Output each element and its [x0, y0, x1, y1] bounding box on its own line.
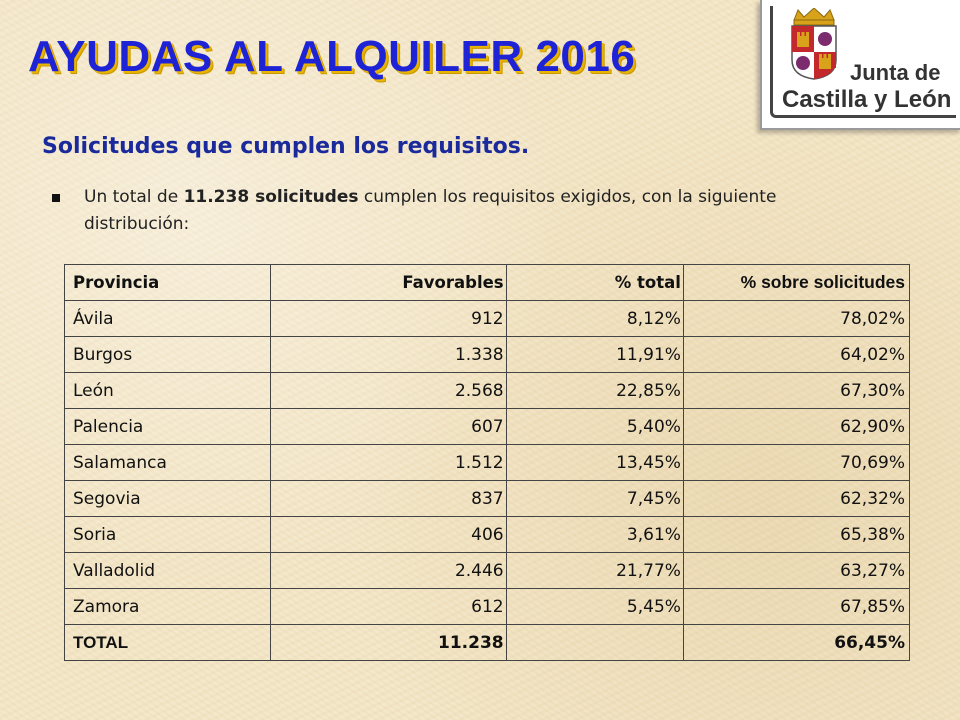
cell-pct-solicitudes: 65,38%: [682, 516, 911, 553]
cell-pct-solicitudes: 62,32%: [682, 480, 911, 517]
cell-provincia: Segovia: [64, 480, 271, 517]
cell-provincia: Valladolid: [64, 552, 271, 589]
cell-pct-total: 13,45%: [505, 444, 684, 481]
bullet-text: Un total de 11.238 solicitudes cumplen l…: [84, 184, 872, 238]
cell-pct-solicitudes: 78,02%: [682, 300, 911, 337]
cell-provincia: Ávila: [64, 300, 271, 337]
table-row: Burgos 1.338 11,91% 64,02%: [64, 336, 911, 373]
square-bullet-icon: [52, 194, 60, 202]
cell-pct-solicitudes: 67,85%: [682, 588, 911, 625]
table-header-row: Provincia Favorables % total % sobre sol…: [64, 264, 911, 301]
cell-pct-total: 5,40%: [505, 408, 684, 445]
table-row: Valladolid 2.446 21,77% 63,27%: [64, 552, 911, 589]
cell-pct-solicitudes: 64,02%: [682, 336, 911, 373]
table-row: Zamora 612 5,45% 67,85%: [64, 588, 911, 625]
total-pct-total: [505, 624, 684, 661]
cell-favorables: 612: [269, 588, 507, 625]
total-pct-solicitudes: 66,45%: [682, 624, 911, 661]
cell-pct-total: 22,85%: [505, 372, 684, 409]
total-label: TOTAL: [64, 624, 271, 661]
cell-favorables: 1.512: [269, 444, 507, 481]
cell-pct-total: 3,61%: [505, 516, 684, 553]
header-provincia: Provincia: [64, 264, 271, 301]
logo-frame: [770, 6, 956, 118]
cell-favorables: 2.446: [269, 552, 507, 589]
header-pct-total: % total: [505, 264, 684, 301]
cell-favorables: 406: [269, 516, 507, 553]
bullet-paragraph: Un total de 11.238 solicitudes cumplen l…: [52, 184, 872, 238]
cell-provincia: Palencia: [64, 408, 271, 445]
coat-of-arms-icon: [791, 8, 837, 80]
cell-favorables: 607: [269, 408, 507, 445]
bullet-suffix: cumplen los requisitos exigidos, con la …: [84, 187, 777, 234]
section-subtitle: Solicitudes que cumplen los requisitos.: [42, 134, 530, 159]
cell-pct-total: 8,12%: [505, 300, 684, 337]
table-row: Ávila 912 8,12% 78,02%: [64, 300, 911, 337]
table-row: Soria 406 3,61% 65,38%: [64, 516, 911, 553]
cell-favorables: 837: [269, 480, 507, 517]
junta-logo: Junta de Castilla y León: [760, 0, 960, 130]
logo-text-line2: Castilla y León: [782, 86, 952, 113]
cell-provincia: Burgos: [64, 336, 271, 373]
bullet-prefix: Un total de: [84, 187, 184, 207]
header-pct-solicitudes: % sobre solicitudes: [682, 264, 911, 301]
cell-pct-total: 21,77%: [505, 552, 684, 589]
cell-pct-total: 11,91%: [505, 336, 684, 373]
provinces-table: Provincia Favorables % total % sobre sol…: [64, 264, 911, 661]
table-row: Salamanca 1.512 13,45% 70,69%: [64, 444, 911, 481]
page-title: AYUDAS AL ALQUILER 2016: [28, 32, 636, 81]
cell-provincia: Salamanca: [64, 444, 271, 481]
header-favorables: Favorables: [269, 264, 507, 301]
cell-provincia: Zamora: [64, 588, 271, 625]
cell-pct-total: 5,45%: [505, 588, 684, 625]
bullet-highlight: 11.238 solicitudes: [183, 187, 359, 207]
total-favorables: 11.238: [269, 624, 507, 661]
table-total-row: TOTAL 11.238 66,45%: [64, 624, 911, 661]
cell-favorables: 912: [269, 300, 507, 337]
cell-pct-solicitudes: 62,90%: [682, 408, 911, 445]
cell-pct-total: 7,45%: [505, 480, 684, 517]
cell-provincia: León: [64, 372, 271, 409]
logo-text-line1: Junta de: [850, 60, 941, 85]
cell-pct-solicitudes: 63,27%: [682, 552, 911, 589]
cell-favorables: 1.338: [269, 336, 507, 373]
cell-favorables: 2.568: [269, 372, 507, 409]
table-row: León 2.568 22,85% 67,30%: [64, 372, 911, 409]
table-row: Segovia 837 7,45% 62,32%: [64, 480, 911, 517]
cell-provincia: Soria: [64, 516, 271, 553]
table-row: Palencia 607 5,40% 62,90%: [64, 408, 911, 445]
cell-pct-solicitudes: 67,30%: [682, 372, 911, 409]
cell-pct-solicitudes: 70,69%: [682, 444, 911, 481]
